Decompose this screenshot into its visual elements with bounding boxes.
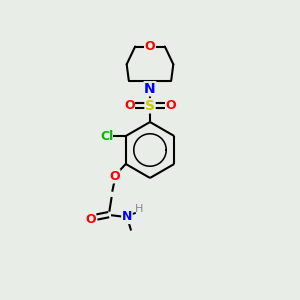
Text: N: N bbox=[144, 82, 156, 96]
Text: S: S bbox=[145, 99, 155, 113]
Text: O: O bbox=[124, 99, 135, 112]
Text: H: H bbox=[135, 204, 143, 214]
Text: N: N bbox=[122, 211, 132, 224]
Text: O: O bbox=[165, 99, 176, 112]
Text: Cl: Cl bbox=[100, 130, 114, 142]
Text: O: O bbox=[145, 40, 155, 53]
Text: O: O bbox=[109, 170, 120, 183]
Text: O: O bbox=[85, 212, 96, 226]
